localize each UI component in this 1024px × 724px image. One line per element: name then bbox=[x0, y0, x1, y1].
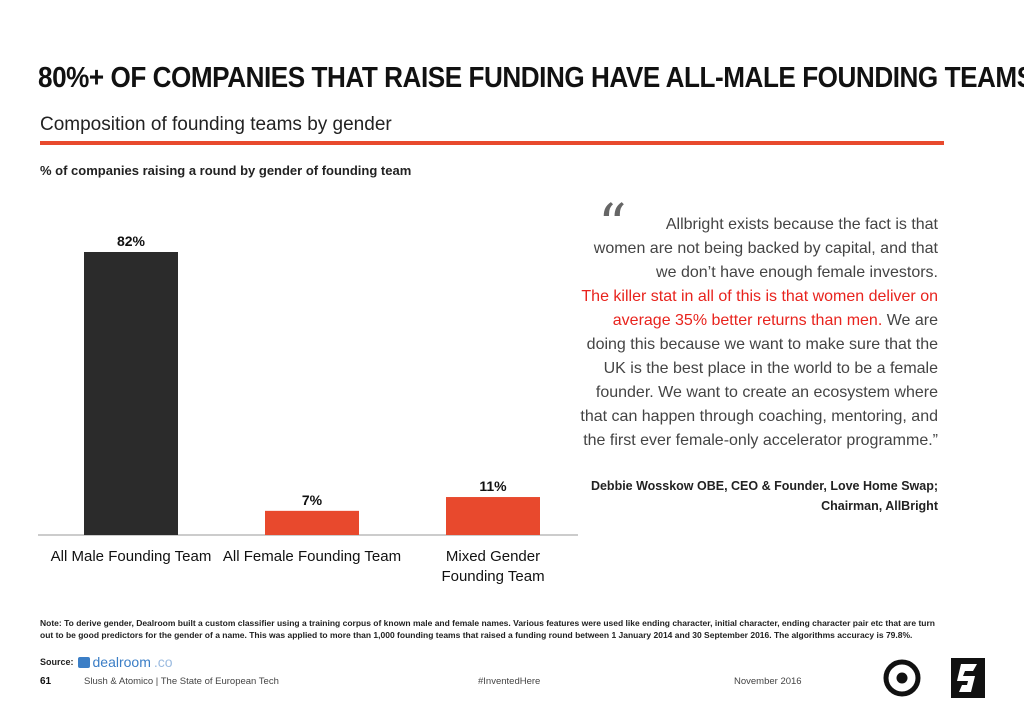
atomico-logo bbox=[883, 659, 921, 697]
page-title: 80%+ OF COMPANIES THAT RAISE FUNDING HAV… bbox=[38, 62, 1024, 94]
quote-text-intro: Allbright exists because the fact is tha… bbox=[593, 216, 938, 281]
attribution-line-2: Chairman, AllBright bbox=[821, 499, 938, 513]
category-label-2-line-0: Mixed Gender bbox=[446, 548, 540, 565]
source-line: Source: dealroom .co bbox=[40, 654, 173, 670]
testimonial-quote: Allbright exists because the fact is tha… bbox=[580, 213, 938, 453]
footer-hashtag: #InventedHere bbox=[478, 676, 541, 687]
page-subtitle: Composition of founding teams by gender bbox=[40, 114, 392, 135]
bar-value-label-2: 11% bbox=[479, 478, 507, 494]
quote-text-continued: We are doing this because we want to mak… bbox=[580, 312, 938, 449]
category-label-0: All Male Founding Team bbox=[51, 548, 212, 565]
category-label-2-line-1: Founding Team bbox=[441, 568, 544, 585]
bar-0 bbox=[84, 252, 178, 535]
dealroom-logo-icon bbox=[77, 656, 90, 668]
quote-highlight: The killer stat in all of this is that w… bbox=[581, 288, 938, 329]
page-number: 61 bbox=[40, 676, 52, 687]
chart-title: % of companies raising a round by gender… bbox=[40, 163, 412, 178]
attribution-line-1: Debbie Wosskow OBE, CEO & Founder, Love … bbox=[590, 479, 938, 493]
footer-date: November 2016 bbox=[734, 676, 802, 687]
bar-value-label-0: 82% bbox=[117, 233, 146, 249]
category-label-1: All Female Founding Team bbox=[223, 548, 401, 565]
bar-value-label-1: 7% bbox=[302, 492, 323, 508]
bar-2 bbox=[446, 497, 540, 535]
slush-logo bbox=[951, 658, 985, 698]
dealroom-logo: dealroom .co bbox=[77, 654, 173, 670]
quote-open-mark: “ bbox=[598, 193, 627, 258]
dealroom-logo-text: dealroom bbox=[92, 654, 151, 670]
accent-divider bbox=[40, 141, 944, 145]
dealroom-logo-suffix: .co bbox=[153, 654, 173, 670]
bar-chart: 82% All Male Founding Team 7% All Female Fo… bbox=[38, 233, 578, 585]
bar-1 bbox=[265, 510, 359, 535]
source-label: Source: bbox=[40, 657, 74, 667]
footer-brand: Slush & Atomico | The State of European … bbox=[84, 676, 279, 687]
methodology-note: Note: To derive gender, Dealroom built a… bbox=[40, 618, 935, 640]
quote-attribution: Debbie Wosskow OBE, CEO & Founder, Love … bbox=[560, 476, 938, 516]
